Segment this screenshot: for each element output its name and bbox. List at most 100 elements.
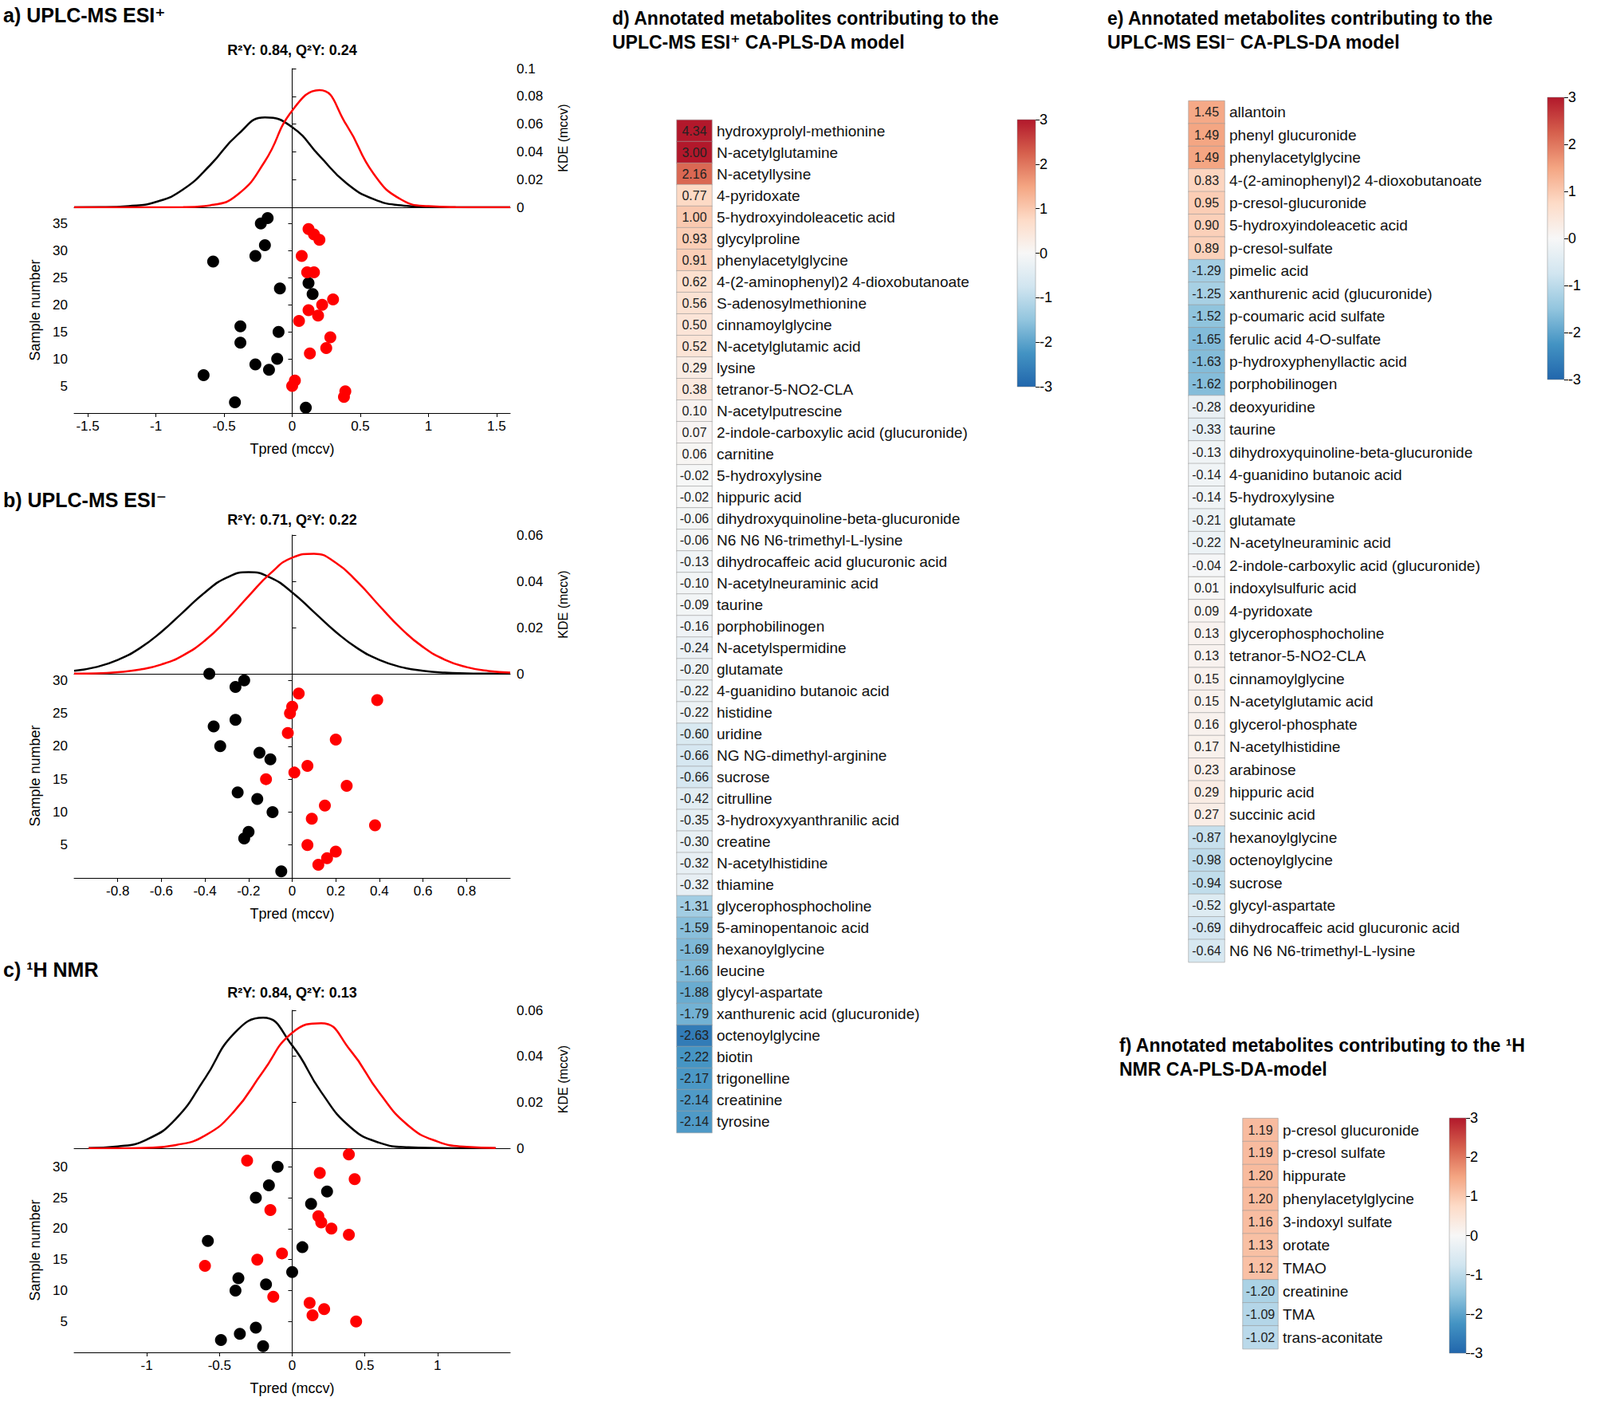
svg-text:-1.25: -1.25	[1191, 286, 1222, 301]
svg-text:0.2: 0.2	[326, 883, 346, 899]
svg-text:1.19: 1.19	[1247, 1145, 1273, 1160]
svg-text:0.77: 0.77	[681, 188, 707, 203]
svg-text:-0.5: -0.5	[208, 1357, 232, 1373]
svg-text:-3: -3	[1039, 378, 1053, 395]
svg-text:4.34: 4.34	[681, 124, 707, 138]
svg-text:3: 3	[1470, 1109, 1479, 1126]
svg-text:4-(2-aminophenyl)2 4-dioxobuta: 4-(2-aminophenyl)2 4-dioxobutanoate	[716, 273, 970, 291]
svg-text:f) Annotated metabolites contr: f) Annotated metabolites contributing to…	[1119, 1034, 1530, 1056]
svg-text:-0.02: -0.02	[680, 468, 710, 483]
svg-text:2: 2	[1470, 1148, 1479, 1165]
svg-text:5-hydroxylysine: 5-hydroxylysine	[1229, 488, 1335, 506]
svg-text:-2.22: -2.22	[680, 1049, 710, 1064]
svg-text:N6 N6 N6-trimethyl-L-lysine: N6 N6 N6-trimethyl-L-lysine	[716, 531, 903, 549]
svg-text:0.91: 0.91	[681, 253, 707, 268]
svg-text:-0.2: -0.2	[236, 883, 260, 899]
svg-text:0.83: 0.83	[1194, 173, 1219, 188]
svg-text:xanthurenic acid (glucuronide): xanthurenic acid (glucuronide)	[716, 1005, 920, 1023]
svg-text:0.13: 0.13	[1194, 626, 1219, 641]
svg-text:trigonelline: trigonelline	[716, 1069, 791, 1087]
svg-text:-0.14: -0.14	[1191, 490, 1222, 504]
svg-text:0: 0	[516, 666, 524, 682]
svg-text:30: 30	[52, 672, 68, 688]
svg-text:0.02: 0.02	[516, 1094, 543, 1110]
svg-text:glutamate: glutamate	[716, 660, 783, 678]
svg-text:S-adenosylmethionine: S-adenosylmethionine	[716, 294, 867, 312]
svg-text:-2.63: -2.63	[680, 1028, 710, 1042]
svg-text:-3: -3	[1568, 371, 1581, 388]
svg-text:N-acetylspermidine: N-acetylspermidine	[716, 639, 847, 657]
svg-text:0.08: 0.08	[516, 88, 543, 104]
svg-text:KDE (mccv): KDE (mccv)	[556, 570, 571, 638]
svg-text:N-acetylglutamic acid: N-acetylglutamic acid	[716, 338, 861, 355]
svg-text:trans-aconitate: trans-aconitate	[1282, 1328, 1384, 1346]
svg-text:-0.28: -0.28	[1191, 400, 1222, 414]
svg-text:e) Annotated metabolites contr: e) Annotated metabolites contributing to…	[1107, 7, 1498, 29]
svg-text:0.8: 0.8	[456, 883, 476, 899]
svg-text:N-acetylhistidine: N-acetylhistidine	[716, 854, 828, 872]
svg-text:20: 20	[52, 1220, 68, 1236]
svg-text:5-aminopentanoic acid: 5-aminopentanoic acid	[716, 919, 869, 936]
svg-text:-1.09: -1.09	[1246, 1307, 1276, 1321]
svg-text:indoxylsulfuric acid: indoxylsulfuric acid	[1229, 579, 1357, 597]
svg-text:1: 1	[1039, 200, 1048, 217]
svg-text:orotate: orotate	[1282, 1236, 1330, 1254]
svg-text:1.20: 1.20	[1247, 1168, 1273, 1183]
svg-text:p-cresol glucuronide: p-cresol glucuronide	[1282, 1121, 1420, 1139]
svg-text:Tpred (mccv): Tpred (mccv)	[249, 905, 335, 922]
svg-text:p-coumaric acid sulfate: p-coumaric acid sulfate	[1229, 307, 1385, 325]
svg-text:-1.69: -1.69	[680, 942, 710, 956]
svg-text:-0.06: -0.06	[680, 511, 710, 526]
svg-text:0.06: 0.06	[516, 527, 543, 543]
svg-text:0.89: 0.89	[1194, 241, 1219, 256]
svg-text:0.04: 0.04	[516, 1048, 543, 1064]
svg-text:-0.06: -0.06	[680, 533, 710, 547]
svg-text:1: 1	[1470, 1187, 1479, 1204]
svg-text:5-hydroxylysine: 5-hydroxylysine	[716, 467, 822, 484]
svg-text:0.17: 0.17	[1194, 739, 1219, 754]
svg-text:0: 0	[1568, 230, 1577, 247]
svg-text:0: 0	[1470, 1227, 1479, 1244]
svg-text:-0.8: -0.8	[106, 883, 130, 899]
svg-text:porphobilinogen: porphobilinogen	[716, 617, 825, 635]
svg-text:-1.59: -1.59	[680, 920, 710, 935]
svg-text:-1.52: -1.52	[1191, 309, 1222, 323]
svg-text:3-indoxyl sulfate: 3-indoxyl sulfate	[1282, 1213, 1392, 1231]
svg-text:1.13: 1.13	[1247, 1238, 1273, 1252]
svg-text:hydroxyprolyl-methionine: hydroxyprolyl-methionine	[716, 122, 885, 140]
svg-text:NG NG-dimethyl-arginine: NG NG-dimethyl-arginine	[716, 746, 887, 764]
svg-text:leucine: leucine	[716, 962, 765, 979]
svg-text:phenylacetylglycine: phenylacetylglycine	[1229, 149, 1361, 166]
svg-text:-1.63: -1.63	[1191, 354, 1222, 369]
svg-text:4-pyridoxate: 4-pyridoxate	[716, 187, 801, 205]
svg-text:5: 5	[60, 1313, 68, 1329]
svg-text:15: 15	[52, 324, 68, 340]
svg-text:4-guanidino butanoic acid: 4-guanidino butanoic acid	[1229, 466, 1403, 484]
svg-text:-0.30: -0.30	[680, 834, 710, 849]
svg-text:N-acetyllysine: N-acetyllysine	[716, 165, 811, 183]
svg-text:biotin: biotin	[716, 1048, 753, 1066]
svg-text:2: 2	[1039, 156, 1048, 173]
svg-text:phenyl glucuronide: phenyl glucuronide	[1229, 126, 1357, 144]
svg-text:tetranor-5-NO2-CLA: tetranor-5-NO2-CLA	[716, 381, 854, 398]
svg-text:-1.29: -1.29	[1191, 263, 1222, 278]
svg-text:p-cresol-glucuronide: p-cresol-glucuronide	[1229, 194, 1367, 212]
svg-text:0.01: 0.01	[1194, 581, 1219, 595]
svg-text:1: 1	[433, 1357, 441, 1373]
svg-text:-1: -1	[141, 1357, 154, 1373]
svg-text:0.29: 0.29	[1194, 785, 1219, 799]
svg-text:0: 0	[288, 1357, 296, 1373]
svg-text:-2.14: -2.14	[680, 1114, 710, 1129]
svg-text:0.15: 0.15	[1194, 672, 1219, 686]
svg-text:glutamate: glutamate	[1229, 511, 1296, 529]
svg-text:N6 N6 N6-trimethyl-L-lysine: N6 N6 N6-trimethyl-L-lysine	[1229, 942, 1416, 960]
svg-text:dihydroxyquinoline-beta-glucur: dihydroxyquinoline-beta-glucuronide	[716, 510, 960, 527]
svg-text:histidine: histidine	[716, 703, 773, 721]
svg-text:p-cresol sulfate: p-cresol sulfate	[1282, 1143, 1386, 1161]
svg-text:b) UPLC-MS ESI⁻: b) UPLC-MS ESI⁻	[3, 488, 167, 512]
svg-text:10: 10	[52, 1282, 68, 1298]
svg-text:-1.65: -1.65	[1191, 332, 1222, 346]
svg-text:-1: -1	[1470, 1266, 1483, 1283]
svg-text:Sample number: Sample number	[27, 259, 44, 361]
svg-text:cinnamoylglycine: cinnamoylglycine	[716, 316, 833, 334]
